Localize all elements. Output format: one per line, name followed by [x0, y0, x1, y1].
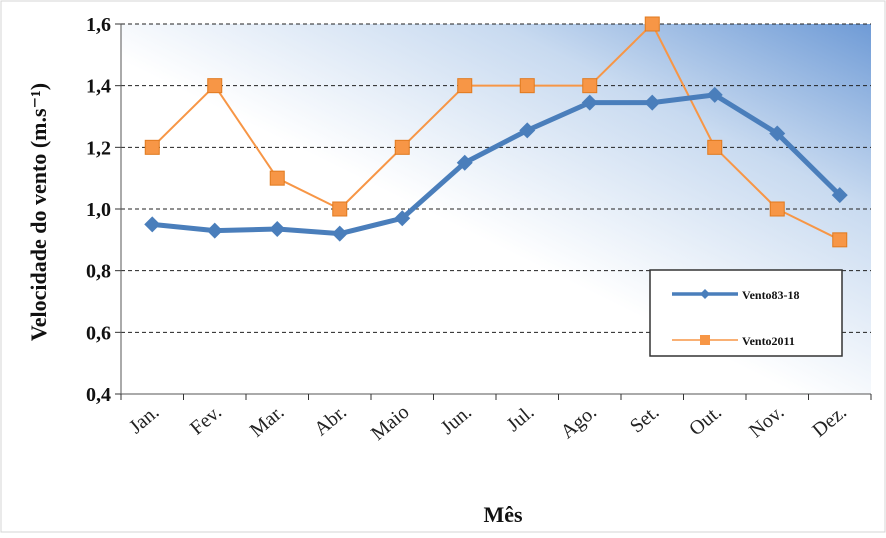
y-tick-label: 0,6 — [86, 322, 111, 344]
data-point — [457, 78, 473, 94]
data-point — [769, 125, 786, 142]
y-tick-label: 1,4 — [86, 76, 111, 98]
data-point — [706, 86, 723, 103]
data-point — [394, 139, 410, 155]
data-point — [207, 78, 223, 94]
data-point — [332, 201, 348, 217]
data-point — [519, 122, 536, 139]
legend-swatch-marker — [700, 335, 710, 345]
series-line — [152, 92, 842, 237]
data-point — [769, 201, 785, 217]
data-point — [144, 139, 160, 155]
legend-swatch-marker — [700, 289, 710, 299]
y-tick-label: 1,6 — [86, 14, 111, 36]
x-axis-title: Mês — [483, 502, 523, 527]
legend-label: Vento83-18 — [742, 288, 800, 302]
legend-label: Vento2011 — [742, 334, 795, 348]
data-point — [269, 170, 285, 186]
data-point — [269, 221, 286, 238]
data-point — [582, 78, 598, 94]
data-point — [456, 154, 473, 171]
data-point — [394, 210, 411, 227]
y-tick-label: 1,0 — [86, 199, 111, 221]
data-point — [331, 225, 348, 242]
data-point — [519, 78, 535, 94]
data-point — [832, 232, 848, 248]
data-point — [707, 139, 723, 155]
series-line — [151, 23, 841, 241]
data-point — [144, 216, 161, 233]
y-tick-label: 0,8 — [86, 261, 111, 283]
data-point — [206, 222, 223, 239]
y-tick-label: 0,4 — [86, 384, 111, 406]
legend-box — [649, 269, 843, 357]
y-axis-title: Velocidade do vento (m.s⁻¹) — [26, 83, 51, 341]
data-point — [581, 94, 598, 111]
data-point — [644, 16, 660, 32]
y-tick-label: 1,2 — [86, 137, 111, 159]
data-point — [644, 94, 661, 111]
data-point — [831, 187, 848, 204]
